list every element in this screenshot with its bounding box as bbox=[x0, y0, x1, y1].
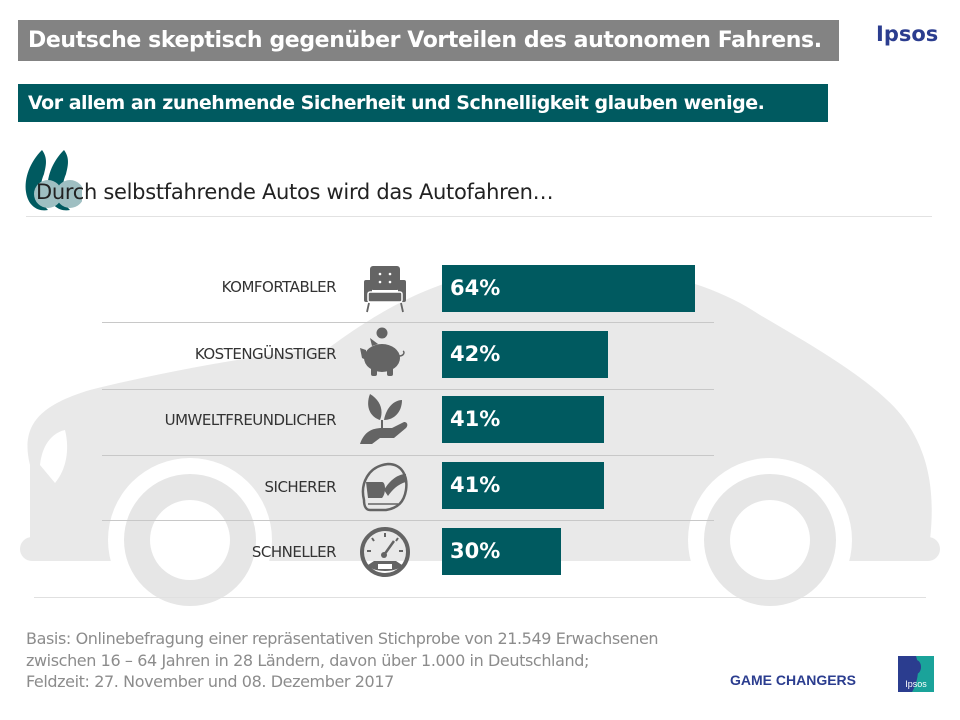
row-divider bbox=[102, 389, 714, 390]
bar-value-label: 41% bbox=[450, 473, 501, 497]
category-label: SCHNELLER bbox=[251, 543, 337, 561]
ipsos-logo-text: Ipsos bbox=[876, 22, 939, 46]
bar-value-label: 41% bbox=[450, 407, 501, 431]
bar-value-label: 42% bbox=[450, 342, 501, 366]
category-label: KOSTENGÜNSTIGER bbox=[194, 345, 337, 363]
bar-value-label: 64% bbox=[450, 276, 501, 300]
bar: 41% bbox=[442, 462, 605, 509]
category-label: UMWELTFREUNDLICHER bbox=[164, 411, 337, 429]
category-label: KOMFORTABLER bbox=[221, 278, 337, 296]
subtitle-banner: Vor allem an zunehmende Sicherheit und S… bbox=[18, 84, 828, 122]
speedometer-icon bbox=[360, 527, 410, 577]
category-label: SICHERER bbox=[264, 478, 337, 496]
bar-value-label: 30% bbox=[450, 539, 501, 563]
title-banner: Deutsche skeptisch gegenüber Vorteilen d… bbox=[18, 20, 839, 61]
bar: 30% bbox=[442, 528, 561, 575]
note-line: Basis: Onlinebefragung einer repräsentat… bbox=[26, 629, 659, 648]
note-line: Feldzeit: 27. November und 08. Dezember … bbox=[26, 672, 394, 691]
plant-in-hand-icon bbox=[360, 394, 408, 444]
divider bbox=[34, 597, 926, 598]
logo-text: Ipsos bbox=[905, 679, 927, 689]
note-line: zwischen 16 – 64 Jahren in 28 Ländern, d… bbox=[26, 650, 589, 670]
ipsos-logo: Ipsos bbox=[898, 656, 934, 692]
bar: 41% bbox=[442, 396, 605, 443]
bar: 42% bbox=[442, 331, 609, 378]
helmet-icon bbox=[361, 462, 408, 512]
row-divider bbox=[102, 322, 714, 323]
piggy-bank-icon bbox=[360, 327, 405, 376]
divider bbox=[26, 216, 932, 217]
tagline: GAME CHANGERS bbox=[730, 672, 857, 688]
row-divider bbox=[102, 520, 714, 521]
armchair-icon bbox=[364, 266, 406, 313]
question-text: Durch selbstfahrende Autos wird das Auto… bbox=[36, 180, 554, 204]
quote-icon bbox=[25, 150, 82, 211]
row-divider bbox=[102, 455, 714, 456]
methodology-note: Basis: Onlinebefragung einer repräsentat… bbox=[26, 628, 659, 693]
bar: 64% bbox=[442, 265, 695, 312]
